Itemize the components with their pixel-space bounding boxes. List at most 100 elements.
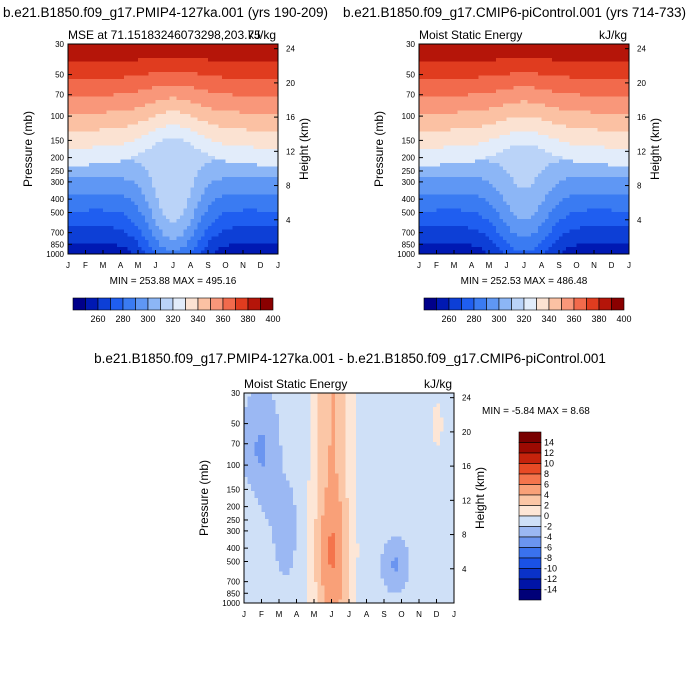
contour-cell: [215, 93, 220, 98]
contour-cell: [131, 250, 136, 255]
contour-cell: [215, 159, 220, 164]
contour-cell: [78, 117, 83, 122]
contour-cell: [145, 247, 150, 252]
contour-cell: [141, 79, 146, 84]
contour-cell: [267, 107, 272, 112]
contour-cell: [194, 51, 199, 56]
contour-cell: [78, 89, 83, 94]
contour-cell: [257, 86, 262, 91]
contour-cell: [257, 215, 262, 220]
contour-cell: [246, 233, 251, 238]
contour-cell: [229, 149, 234, 154]
contour-cell: [485, 114, 490, 119]
contour-cell: [447, 247, 452, 252]
contour-cell: [208, 191, 213, 196]
contour-cell: [113, 79, 118, 84]
contour-cell: [99, 194, 104, 199]
contour-cell: [243, 187, 248, 192]
contour-cell: [236, 156, 241, 161]
contour-cell: [92, 170, 97, 175]
contour-cell: [218, 114, 223, 119]
contour-cell: [450, 61, 455, 66]
contour-cell: [236, 79, 241, 84]
contour-cell: [468, 82, 473, 87]
contour-cell: [176, 114, 181, 119]
contour-cell: [419, 149, 424, 154]
contour-cell: [127, 96, 132, 101]
contour-cell: [447, 75, 452, 80]
contour-cell: [85, 166, 90, 171]
contour-cell: [68, 215, 73, 220]
contour-cell: [82, 58, 87, 63]
contour-cell: [447, 89, 452, 94]
contour-cell: [264, 212, 269, 217]
contour-cell: [187, 229, 192, 234]
contour-cell: [155, 44, 160, 49]
contour-cell: [113, 226, 118, 231]
contour-cell: [443, 222, 448, 227]
contour-cell: [82, 131, 87, 136]
contour-cell: [489, 226, 494, 231]
contour-cell: [103, 173, 108, 178]
contour-cell: [173, 54, 178, 59]
contour-cell: [218, 166, 223, 171]
contour-cell: [162, 173, 167, 178]
contour-cell: [201, 247, 206, 252]
contour-cell: [447, 198, 452, 203]
contour-cell: [461, 247, 466, 252]
contour-cell: [194, 121, 199, 126]
contour-cell: [422, 201, 427, 206]
contour-cell: [127, 82, 132, 87]
contour-cell: [243, 72, 248, 77]
contour-cell: [440, 47, 445, 52]
contour-cell: [229, 135, 234, 140]
contour-cell: [68, 79, 73, 84]
contour-cell: [82, 250, 87, 255]
contour-cell: [110, 159, 115, 164]
contour-cell: [117, 198, 122, 203]
contour-cell: [197, 159, 202, 164]
contour-cell: [264, 191, 269, 196]
contour-cell: [82, 100, 87, 105]
contour-cell: [253, 177, 258, 182]
contour-cell: [201, 82, 206, 87]
contour-cell: [138, 135, 143, 140]
contour-cell: [264, 93, 269, 98]
contour-cell: [457, 233, 462, 238]
contour-cell: [155, 205, 160, 210]
contour-cell: [197, 96, 202, 101]
contour-cell: [176, 222, 181, 227]
contour-cell: [468, 163, 473, 168]
contour-cell: [239, 58, 244, 63]
contour-cell: [162, 142, 167, 147]
contour-cell: [103, 243, 108, 248]
contour-cell: [429, 145, 434, 150]
contour-cell: [215, 212, 220, 217]
contour-cell: [141, 121, 146, 126]
contour-cell: [253, 61, 258, 66]
contour-cell: [71, 250, 76, 255]
contour-cell: [239, 205, 244, 210]
contour-cell: [436, 156, 441, 161]
contour-cell: [110, 135, 115, 140]
contour-cell: [75, 208, 80, 213]
contour-cell: [131, 236, 136, 241]
contour-cell: [138, 103, 143, 108]
contour-cell: [211, 243, 216, 248]
contour-cell: [436, 61, 441, 66]
contour-cell: [257, 208, 262, 213]
contour-cell: [85, 194, 90, 199]
contour-cell: [159, 72, 164, 77]
contour-cell: [197, 212, 202, 217]
contour-cell: [180, 198, 185, 203]
contour-cell: [99, 208, 104, 213]
contour-cell: [120, 201, 125, 206]
contour-cell: [464, 229, 469, 234]
contour-cell: [482, 201, 487, 206]
contour-cell: [440, 184, 445, 189]
contour-cell: [89, 240, 94, 245]
contour-cell: [222, 72, 227, 77]
contour-cell: [197, 44, 202, 49]
contour-cell: [447, 163, 452, 168]
contour-cell: [82, 72, 87, 77]
